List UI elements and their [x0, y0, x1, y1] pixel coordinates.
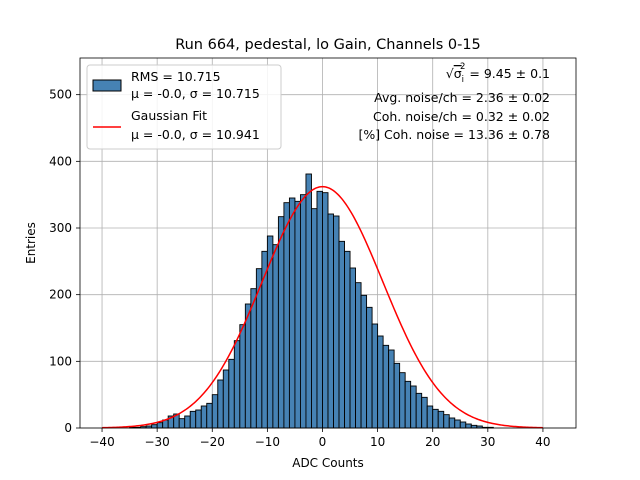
histogram-bar — [360, 294, 368, 429]
histogram-bar — [311, 208, 318, 429]
x-axis-ticks: −40 −30 −20 −10 0 10 20 30 40 — [89, 428, 551, 449]
histogram-bar — [333, 215, 340, 429]
histogram-bar — [465, 423, 472, 429]
histogram-bar — [200, 405, 208, 429]
histogram-bar — [272, 244, 279, 429]
histogram-bar — [156, 422, 164, 429]
annotation-coh-noise: Coh. noise/ch = 0.32 ± 0.02 — [373, 109, 550, 124]
x-tick-label: 40 — [535, 435, 550, 449]
histogram-bar — [432, 408, 439, 429]
histogram-bar — [244, 303, 252, 429]
histogram-bar — [206, 402, 213, 429]
histogram-bar — [322, 192, 329, 429]
histogram-bar — [250, 288, 257, 429]
histogram-bar — [338, 240, 345, 429]
histogram-bars — [129, 173, 494, 429]
histogram-bar — [239, 324, 246, 429]
x-tick-label: −40 — [89, 435, 114, 449]
x-tick-label: −10 — [255, 435, 280, 449]
histogram-bar — [228, 358, 235, 429]
histogram-bar — [410, 385, 417, 429]
histogram-bar — [366, 306, 373, 429]
x-tick-label: 0 — [319, 435, 327, 449]
histogram-bar — [382, 344, 390, 429]
histogram-bar — [211, 394, 219, 429]
histogram-bar — [294, 200, 301, 429]
histogram-bar — [151, 424, 158, 429]
histogram-bar — [443, 414, 450, 429]
histogram-bar — [178, 418, 186, 429]
histogram-bar — [266, 235, 274, 429]
histogram-bar — [217, 379, 224, 429]
y-axis-ticks: 0 100 200 300 400 500 — [49, 88, 80, 435]
histogram-bar — [426, 405, 434, 429]
x-axis-label: ADC Counts — [292, 456, 364, 470]
histogram-bar — [454, 419, 461, 429]
histogram-bar — [377, 335, 384, 429]
histogram-bar — [404, 380, 412, 429]
chart-title: Run 664, pedestal, lo Gain, Channels 0-1… — [175, 37, 481, 53]
y-tick-label: 100 — [49, 354, 72, 368]
histogram-bar — [421, 396, 428, 429]
histogram-bar — [288, 197, 296, 429]
histogram-bar — [393, 362, 401, 429]
y-tick-label: 400 — [49, 154, 72, 168]
histogram-bar — [283, 202, 290, 429]
legend-histogram-stats: μ = -0.0, σ = 10.715 — [131, 86, 260, 101]
histogram-bar — [277, 216, 285, 429]
gaussian-fit-line — [102, 185, 543, 429]
y-tick-label: 300 — [49, 221, 72, 235]
plot-frame — [79, 57, 577, 429]
histogram-bar — [415, 392, 423, 429]
legend-fit-label: Gaussian Fit — [131, 108, 207, 123]
histogram-bar — [371, 323, 379, 429]
y-tick-label: 500 — [49, 88, 72, 102]
histogram-bar — [344, 250, 351, 429]
y-tick-label: 0 — [64, 421, 72, 435]
histogram-bar — [355, 282, 362, 429]
histogram-bar — [459, 421, 467, 429]
x-tick-label: −30 — [144, 435, 169, 449]
histogram-bar — [437, 410, 445, 429]
histogram-bar — [195, 409, 202, 429]
histogram-bar — [349, 267, 357, 429]
histogram-bar — [222, 369, 230, 429]
x-tick-label: 20 — [425, 435, 440, 449]
histogram-bar — [399, 372, 406, 429]
histogram-bar — [305, 173, 312, 429]
histogram-bar — [299, 194, 307, 429]
histogram-bar — [316, 190, 323, 429]
legend-box — [86, 64, 282, 150]
legend: RMS = 10.715 μ = -0.0, σ = 10.715 Gaussi… — [86, 64, 282, 150]
legend-histogram-swatch — [92, 79, 122, 92]
y-tick-label: 200 — [49, 288, 72, 302]
histogram-bar — [388, 349, 395, 429]
histogram-bar — [184, 415, 191, 429]
legend-histogram-label: RMS = 10.715 — [131, 69, 221, 84]
y-axis-label: Entries — [24, 222, 38, 264]
x-tick-label: −20 — [200, 435, 225, 449]
x-tick-label: 10 — [370, 435, 385, 449]
histogram-bar — [233, 340, 241, 429]
annotation-coh-noise-percent: [%] Coh. noise = 13.36 ± 0.78 — [358, 127, 550, 142]
legend-fit-stats: μ = -0.0, σ = 10.941 — [131, 127, 260, 142]
histogram-bar — [261, 250, 268, 429]
histogram-bar — [448, 417, 456, 429]
annotation-sigma-sum: √σi2 = 9.45 ± 0.1 — [446, 62, 550, 85]
histogram-bar — [327, 213, 334, 429]
noise-annotations: √σi2 = 9.45 ± 0.1 Avg. noise/ch = 2.36 ±… — [358, 62, 550, 142]
histogram-bar — [189, 410, 197, 429]
x-tick-label: 30 — [480, 435, 495, 449]
annotation-avg-noise: Avg. noise/ch = 2.36 ± 0.02 — [374, 90, 550, 105]
